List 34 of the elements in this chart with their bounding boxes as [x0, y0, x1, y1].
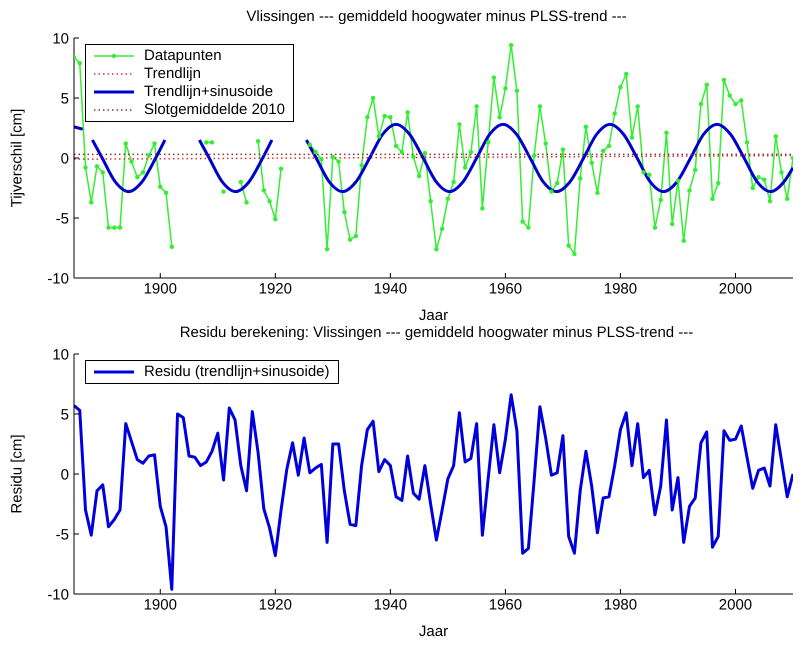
x-tick-label: 1920	[258, 596, 292, 614]
x-tick-label: 1920	[258, 280, 292, 298]
x-axis-title: Jaar	[418, 623, 448, 640]
y-axis-title: Residu [cm]	[8, 434, 26, 514]
x-tick-label: 1960	[488, 596, 522, 614]
x-tick-label: 1900	[144, 280, 177, 298]
y-tick-label: -5	[56, 526, 69, 544]
x-tick-label: 1900	[144, 596, 177, 614]
x-axis-title: Jaar	[418, 307, 448, 324]
legend-label: Slotgemiddelde 2010	[144, 101, 285, 119]
x-tick-label: 1940	[374, 280, 408, 298]
y-tick-label: -10	[47, 270, 69, 288]
legend-label: Residu (trendlijn+sinusoide)	[144, 363, 330, 381]
y-tick-label: 5	[60, 90, 69, 108]
legend-label: Trendlijn+sinusoide	[144, 83, 274, 101]
legend-label: Trendlijn	[144, 65, 201, 83]
legend-label: Datapunten	[144, 47, 222, 65]
y-tick-label: -5	[56, 210, 69, 228]
line-series	[74, 393, 793, 591]
y-tick-label: 0	[60, 466, 69, 484]
x-tick-label: 2000	[718, 596, 752, 614]
y-tick-label: 5	[60, 406, 69, 424]
x-tick-label: 1940	[374, 596, 408, 614]
chart-title: Residu berekening: Vlissingen --- gemiddeld hoogwater minus PLSS-trend ---	[178, 324, 694, 343]
y-tick-label: -10	[47, 586, 69, 604]
y-tick-label: 10	[52, 30, 69, 48]
chart-title: Vlissingen --- gemiddeld hoogwater minus PLSS-trend ---	[245, 8, 628, 27]
y-tick-label: 10	[52, 346, 69, 364]
y-tick-label: 0	[60, 150, 69, 168]
x-tick-label: 1960	[488, 280, 522, 298]
x-tick-label: 2000	[718, 280, 752, 298]
y-axis-title: Tijverschil [cm]	[8, 108, 26, 208]
x-tick-label: 1980	[604, 596, 638, 614]
x-tick-label: 1980	[604, 280, 638, 298]
